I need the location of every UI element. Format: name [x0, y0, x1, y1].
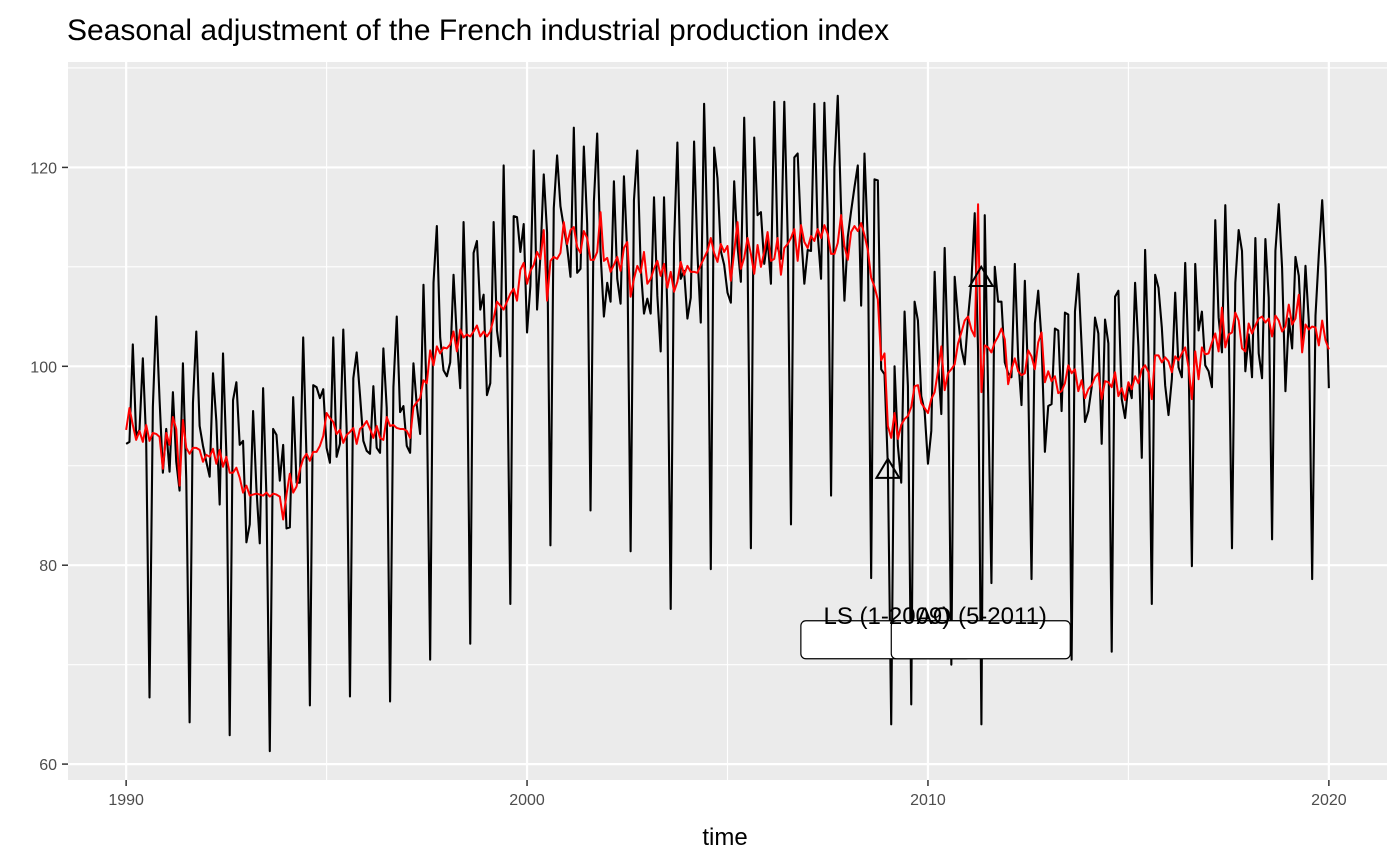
x-tick-label: 2000 [509, 792, 545, 809]
x-tick-label: 1990 [108, 792, 144, 809]
grid-major [68, 62, 1387, 780]
y-tick-label: 60 [39, 757, 57, 774]
series-line-sa [125, 203, 1330, 521]
series-lines [125, 94, 1330, 753]
chart-title: Seasonal adjustment of the French indust… [67, 14, 889, 47]
outlier-label-texts: LS (1-2009)AO (5-2011) [823, 603, 1046, 630]
outlier-label-boxes [800, 620, 1071, 660]
axes: 1990 2000 2010 2020 60 80 100 120 [30, 160, 1346, 809]
y-tick-label: 80 [39, 558, 57, 575]
outlier-marker-ls [874, 456, 902, 479]
x-tick-label: 2020 [1311, 792, 1347, 809]
outlier-label-ls: LS (1-2009) [823, 603, 950, 630]
outlier-label-box-ao [890, 620, 1071, 660]
y-tick-label: 120 [30, 160, 57, 177]
outlier-label-ao: AO (5-2011) [917, 603, 1047, 630]
x-tick-label: 2010 [910, 792, 946, 809]
outlier-markers [874, 264, 995, 479]
outlier-marker-ao [968, 264, 995, 287]
y-tick-label: 100 [30, 359, 57, 376]
x-axis-title: time [702, 824, 747, 851]
grid-minor [68, 62, 1387, 780]
